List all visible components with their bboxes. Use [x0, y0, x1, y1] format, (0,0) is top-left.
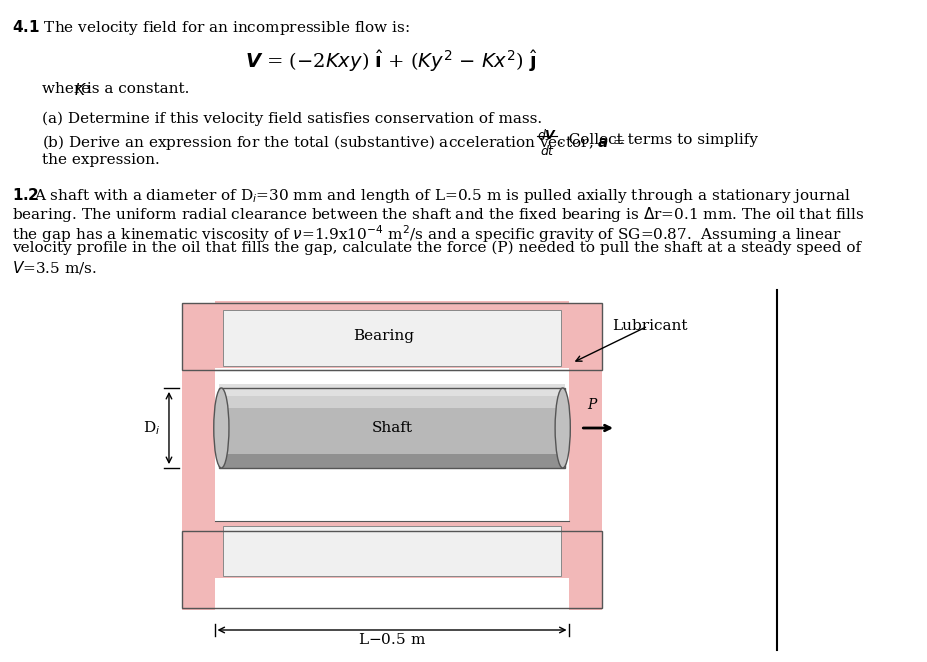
- Bar: [183, 303, 214, 610]
- Text: $V$=3.5 m/s.: $V$=3.5 m/s.: [12, 259, 96, 276]
- Ellipse shape: [213, 388, 229, 468]
- Text: the gap has a kinematic viscosity of $\nu$=1.9x10$^{-4}$ m$^{2}$/s and a specifi: the gap has a kinematic viscosity of $\n…: [12, 223, 841, 245]
- Bar: [219, 454, 565, 468]
- Text: is a constant.: is a constant.: [82, 82, 189, 96]
- Bar: [214, 301, 569, 368]
- Text: bearing. The uniform radial clearance between the shaft and the fixed bearing is: bearing. The uniform radial clearance be…: [12, 205, 863, 224]
- Bar: [219, 388, 565, 468]
- Bar: [183, 303, 601, 370]
- Text: $\mathbf{1.2}$: $\mathbf{1.2}$: [12, 187, 39, 203]
- Text: Lubricant: Lubricant: [611, 319, 687, 333]
- Bar: [222, 310, 561, 366]
- Text: Shaft: Shaft: [371, 421, 413, 435]
- Text: $dt$: $dt$: [540, 144, 554, 158]
- Text: (b) Derive an expression for the total (substantive) acceleration vector, $\bold: (b) Derive an expression for the total (…: [43, 133, 628, 152]
- Bar: [214, 521, 569, 578]
- Text: D$_i$: D$_i$: [143, 419, 160, 437]
- Text: P: P: [587, 398, 596, 412]
- Text: $K$: $K$: [73, 82, 86, 98]
- Text: $\mathbf{4.1}$ The velocity field for an incompressible flow is:: $\mathbf{4.1}$ The velocity field for an…: [12, 18, 410, 37]
- Bar: [219, 384, 565, 396]
- Text: the expression.: the expression.: [43, 153, 159, 167]
- Bar: [219, 393, 565, 408]
- Text: Bearing: Bearing: [352, 329, 413, 343]
- Text: velocity profile in the oil that fills the gap, calculate the force (P) needed t: velocity profile in the oil that fills t…: [12, 241, 860, 256]
- Text: . Collect terms to simplify: . Collect terms to simplify: [559, 133, 757, 147]
- Text: $\boldsymbol{V}$ = ($-$2$Kxy$) $\hat{\boldsymbol{\imath}}$ + ($Ky^{2}$ $-$ $Kx^{: $\boldsymbol{V}$ = ($-$2$Kxy$) $\hat{\bo…: [246, 48, 538, 74]
- Bar: [219, 388, 565, 468]
- Text: L$-$0.5 m: L$-$0.5 m: [358, 632, 425, 647]
- Text: where: where: [43, 82, 95, 96]
- Text: $d\boldsymbol{V}$: $d\boldsymbol{V}$: [537, 128, 557, 142]
- Text: (a) Determine if this velocity field satisfies conservation of mass.: (a) Determine if this velocity field sat…: [43, 112, 541, 126]
- Text: A shaft with a diameter of D$_i$=30 mm and length of L=0.5 m is pulled axially t: A shaft with a diameter of D$_i$=30 mm a…: [33, 187, 850, 205]
- Bar: [222, 526, 561, 576]
- Ellipse shape: [554, 388, 570, 468]
- Bar: [569, 303, 601, 610]
- Bar: [183, 531, 601, 608]
